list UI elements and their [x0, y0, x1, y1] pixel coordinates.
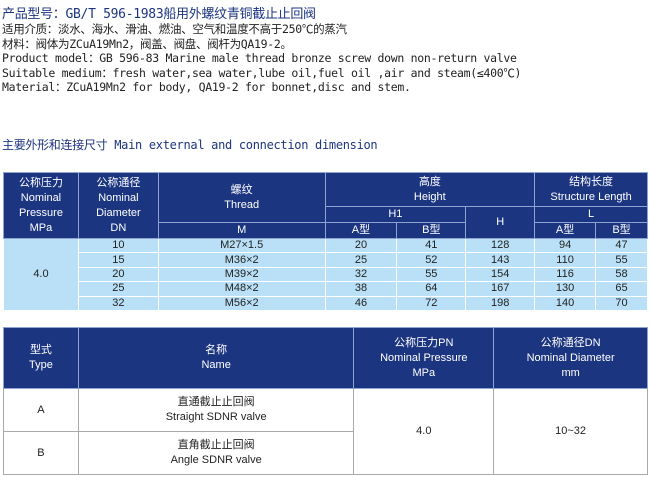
header-h1: H1: [324, 206, 467, 223]
header-thread: 螺纹 Thread: [157, 172, 326, 223]
type-table: 型式 Type 名称 Name 公称压力PN Nominal Pressure MPa …: [3, 327, 648, 475]
header-l-a: A型: [534, 222, 597, 239]
intro-line: Material：ZCuA19Mn2 for body, QA19-2 for …: [2, 80, 411, 94]
intro-line: 材料：阀体为ZCuA19Mn2，阀盖、阀盘、阀杆为QA19-2。: [2, 37, 292, 51]
table-cell: 65: [595, 281, 648, 297]
dimension-table: 公称压力 Nominal Pressure MPa 公称通径 Nominal Diamet…: [3, 172, 648, 311]
name-cell: 直通截止止回阀 Straight SDNR valve: [77, 388, 355, 432]
table-row: 15 M36×2 25 52 143 110 55: [4, 252, 648, 268]
pressure-cell: 4.0: [3, 238, 79, 311]
table-cell: 47: [595, 237, 648, 254]
table-cell: 72: [396, 295, 467, 311]
table-cell: 41: [396, 237, 467, 254]
header-l-b: B型: [595, 222, 648, 239]
table-cell: 25: [77, 281, 159, 297]
table-cell: 130: [534, 281, 597, 297]
table-cell: 55: [595, 252, 648, 268]
header-height: 高度 Height: [324, 172, 536, 207]
section-title: 主要外形和连接尺寸 Main external and connection d…: [2, 138, 378, 152]
table-cell: 140: [534, 295, 597, 311]
header-length: 结构长度 Structure Length: [534, 172, 648, 207]
table-cell: 46: [324, 295, 398, 311]
table-cell: 10: [77, 237, 159, 254]
table-cell: 116: [534, 266, 597, 283]
intro-line: Product model：GB 596-83 Marine male thre…: [2, 51, 517, 65]
table-cell: 25: [324, 252, 398, 268]
table-cell: 55: [396, 266, 467, 283]
table-row: 20 M39×2 32 55 154 116 58: [4, 266, 648, 283]
header-h1-b: B型: [396, 222, 467, 239]
table-cell: 154: [465, 266, 536, 283]
table-row: B 直角截止止回阀 Angle SDNR valve: [3, 431, 648, 475]
table-cell: M36×2: [157, 252, 326, 268]
table-cell: 52: [396, 252, 467, 268]
pn-cell: 4.0: [353, 388, 495, 475]
table-cell: 198: [465, 295, 536, 311]
table-cell: 94: [534, 237, 597, 254]
table-row: 25 M48×2 38 64 167 130 65: [4, 281, 648, 297]
table-cell: 15: [77, 252, 159, 268]
table-cell: 32: [77, 295, 159, 311]
table-cell: 128: [465, 237, 536, 254]
table-cell: 167: [465, 281, 536, 297]
type-cell: A: [3, 388, 79, 432]
table-cell: 20: [77, 266, 159, 283]
intro-line: 适用介质：淡水、海水、滑油、燃油、空气和温度不高于250℃的蒸汽: [2, 22, 347, 36]
table-row: 32 M56×2 46 72 198 140 70: [4, 295, 648, 311]
table-cell: 64: [396, 281, 467, 297]
header-dn: 公称通径DN Nominal Diameter mm: [493, 327, 648, 389]
table-cell: 20: [324, 237, 398, 254]
header-l: L: [534, 206, 648, 223]
table-cell: M56×2: [157, 295, 326, 311]
header-h: H: [465, 206, 536, 239]
header-m: M: [157, 222, 326, 239]
header-pn: 公称压力PN Nominal Pressure MPa: [353, 327, 495, 389]
name-cell: 直角截止止回阀 Angle SDNR valve: [77, 431, 355, 475]
product-title: 产品型号：GB/T 596-1983船用外螺纹青铜截止止回阀: [2, 7, 316, 22]
table-cell: 143: [465, 252, 536, 268]
intro-line: Suitable medium：fresh water,sea water,lu…: [2, 66, 522, 80]
header-name: 名称 Name: [77, 327, 355, 389]
header-type: 型式 Type: [3, 327, 79, 389]
dn-cell: 10~32: [493, 388, 648, 475]
header-h1-a: A型: [324, 222, 398, 239]
table-cell: M48×2: [157, 281, 326, 297]
table-cell: 70: [595, 295, 648, 311]
header-pressure: 公称压力 Nominal Pressure MPa: [3, 172, 79, 239]
table-cell: 38: [324, 281, 398, 297]
table-cell: M39×2: [157, 266, 326, 283]
header-diameter: 公称通径 Nominal Diameter DN: [77, 172, 159, 239]
table-cell: 110: [534, 252, 597, 268]
table-row: A 直通截止止回阀 Straight SDNR valve 4.0 10~32: [3, 388, 648, 475]
table-row: 4.0 10 M27×1.5 20 41 128 94 47: [3, 237, 648, 311]
table-cell: 32: [324, 266, 398, 283]
type-cell: B: [3, 431, 79, 475]
table-cell: 58: [595, 266, 648, 283]
table-cell: M27×1.5: [157, 237, 326, 254]
